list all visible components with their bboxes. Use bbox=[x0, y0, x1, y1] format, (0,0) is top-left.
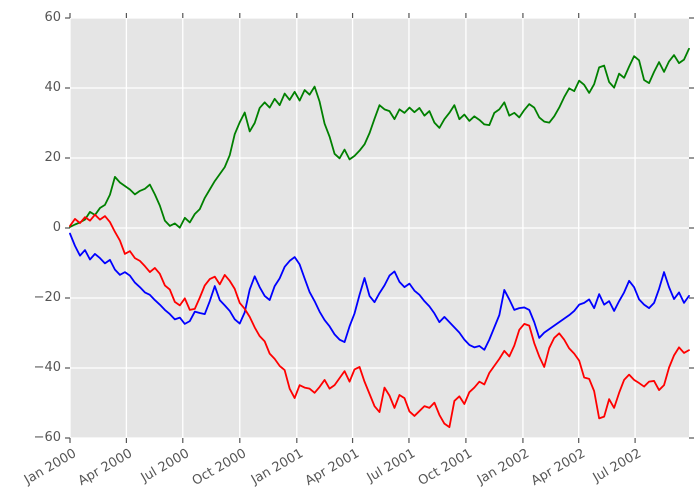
series-line-blue bbox=[69, 232, 690, 351]
y-tick-label: −60 bbox=[33, 430, 61, 445]
y-tick-label: −20 bbox=[33, 290, 61, 305]
y-tick-label: 60 bbox=[44, 10, 61, 25]
series-line-red bbox=[69, 213, 690, 429]
y-tick-label: 0 bbox=[52, 220, 61, 235]
y-tick-label: −40 bbox=[33, 360, 61, 375]
series-line-green bbox=[69, 47, 690, 229]
y-tick-label: 40 bbox=[44, 80, 61, 95]
y-tick-label: 20 bbox=[44, 150, 61, 165]
